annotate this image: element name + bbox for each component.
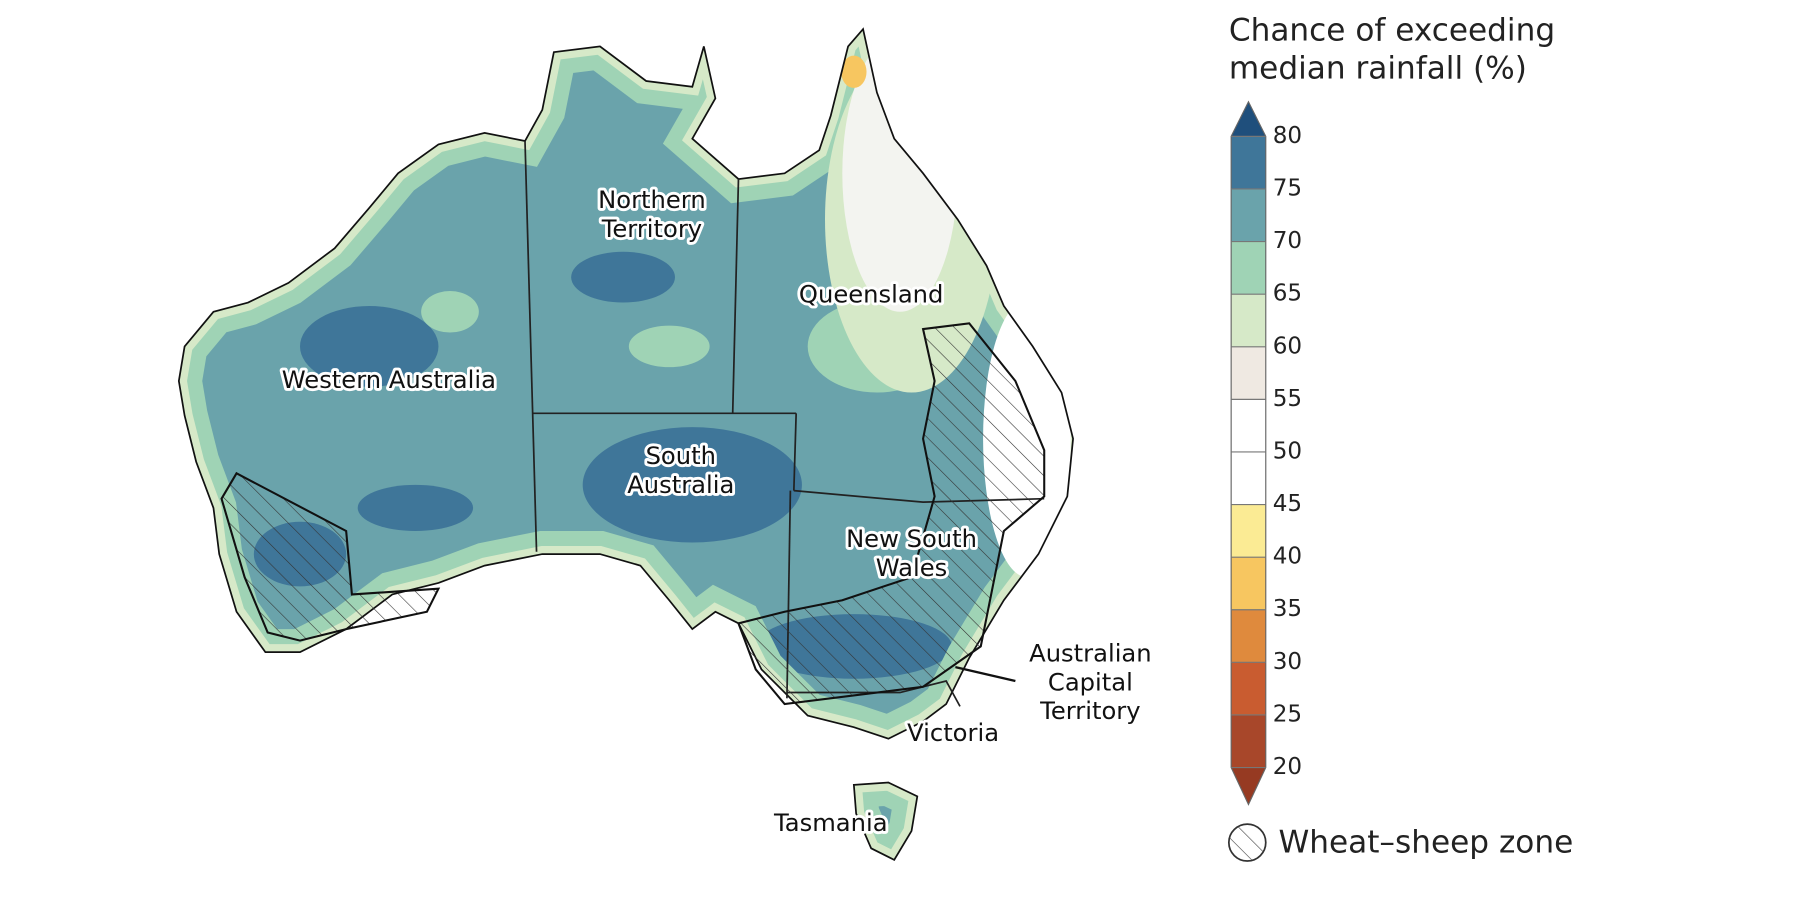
colorbar-tick-label: 80 [1273,123,1302,149]
region-label: Tasmania [773,809,888,837]
zone-swatch [1227,823,1267,862]
color-bin [1231,451,1266,505]
colorbar-tick-label: 50 [1273,438,1302,464]
color-bin [1231,714,1266,768]
colorbar-tick-label: 20 [1273,754,1302,780]
region-label: Australian [1029,639,1151,667]
legend-title: Chance of exceeding [1229,12,1555,48]
region-label: Queensland [799,281,943,309]
region-label: Wales [876,554,948,582]
extend-high [1231,101,1266,137]
color-bin [1231,294,1266,347]
wheat-sheep-zone [220,322,1046,706]
colorbar-tick-label: 55 [1273,386,1302,412]
colorbar-tick-label: 30 [1273,649,1302,675]
color-bin [1231,399,1266,452]
region-label: Victoria [907,719,999,747]
region-label: New South [846,525,977,553]
color-bin [1231,662,1266,715]
color-bin [1231,557,1266,610]
zone-label: Wheat–sheep zone [1278,825,1573,861]
color-bin [1231,609,1266,663]
colorbar-tick-label: 25 [1273,701,1302,727]
colorbar-tick-label: 65 [1273,281,1302,307]
region-label: South [646,442,716,470]
color-bin [1231,346,1266,400]
region-label: Territory [1039,697,1140,725]
extend-low [1231,767,1266,805]
colorbar-tick-label: 40 [1273,544,1302,570]
colorbar-tick-label: 60 [1273,333,1302,359]
region-label: Western Australia [282,366,496,394]
color-bin [1231,241,1266,295]
region-label: Northern [598,186,706,214]
region-label: Territory [601,215,702,243]
colorbar-tick-label: 35 [1273,596,1302,622]
legend-title: median rainfall (%) [1229,50,1527,86]
color-bin [1231,188,1266,242]
region-label: Capital [1048,668,1133,696]
colorbar-tick-label: 45 [1273,491,1302,517]
colorbar-tick-label: 70 [1273,228,1302,254]
colorbar-tick-label: 75 [1273,175,1302,201]
act-leader [955,666,1016,683]
color-bin [1231,504,1266,558]
color-bin [1231,136,1266,189]
region-label: Australia [627,471,734,499]
